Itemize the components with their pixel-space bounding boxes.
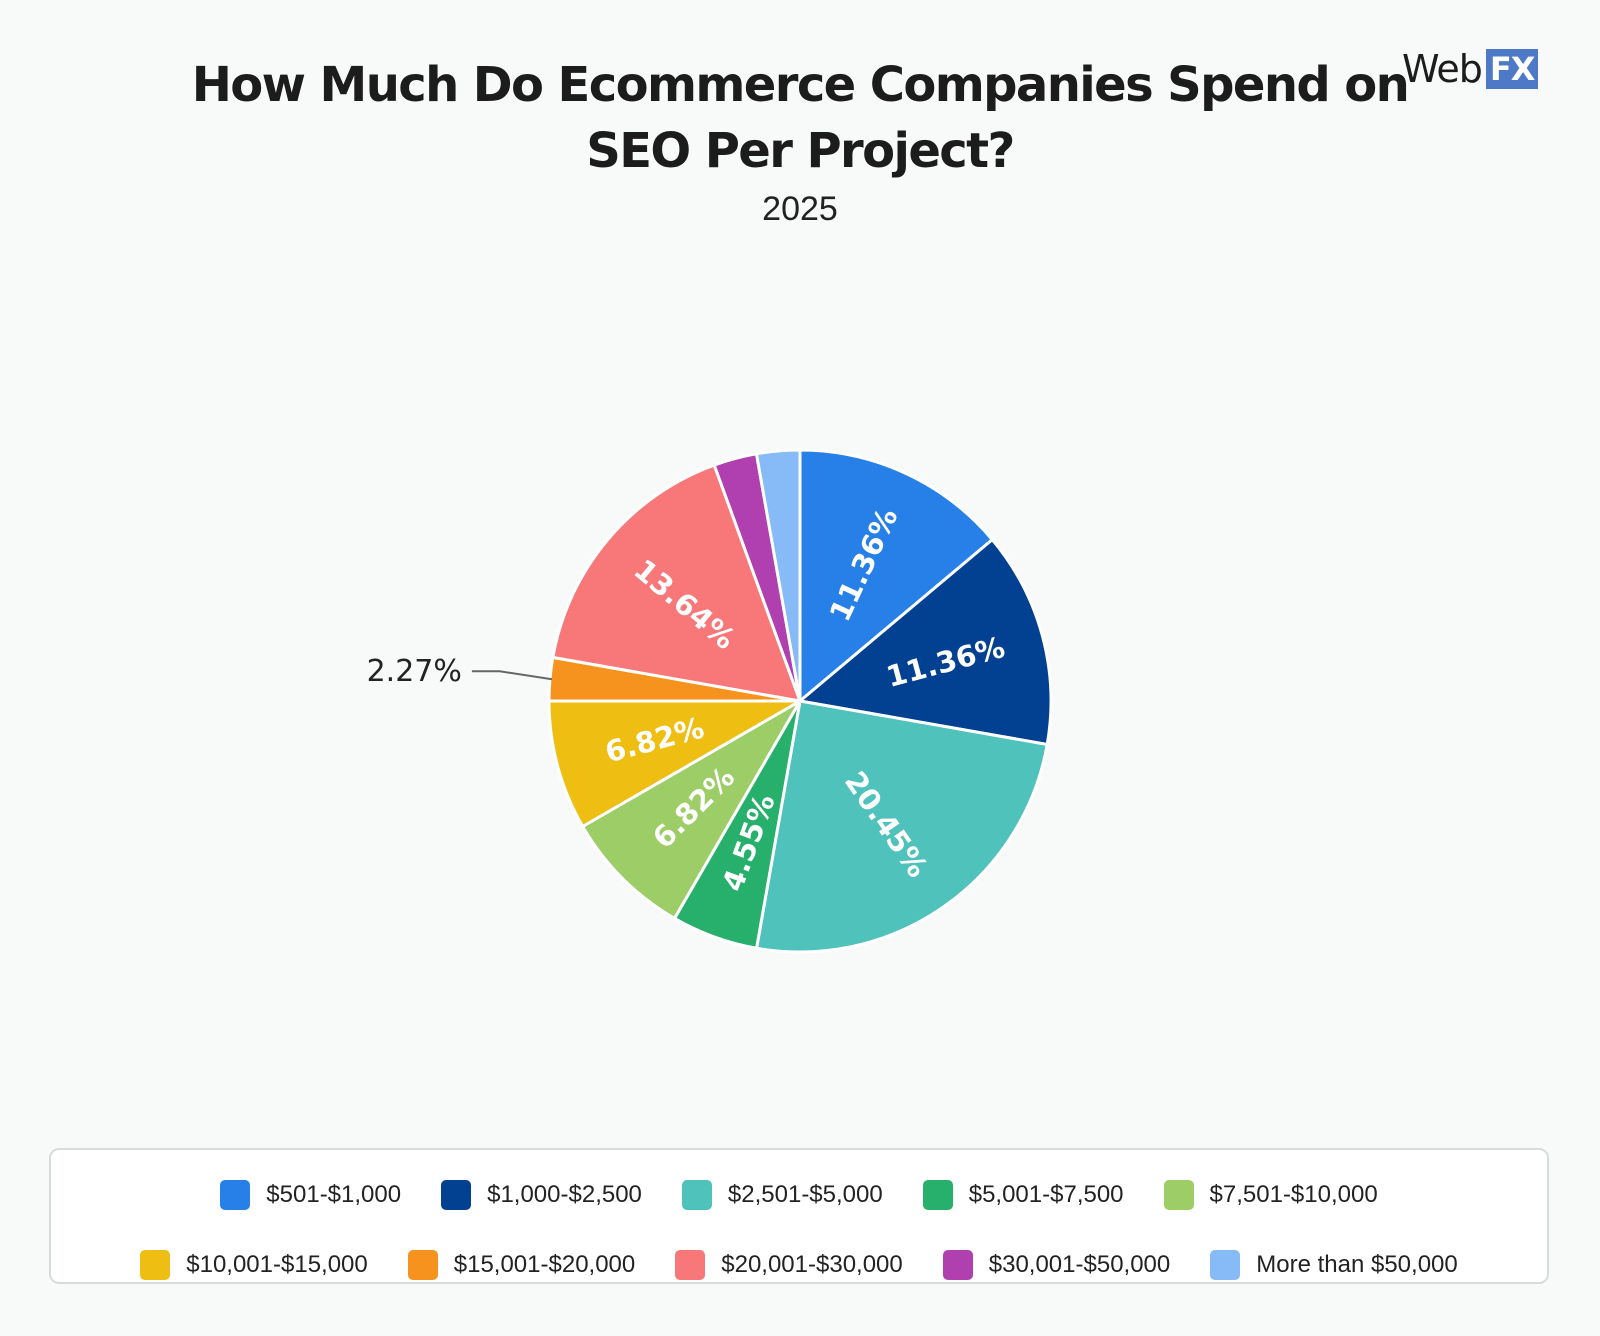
legend-item-15-001-20-000[interactable]: $15,001-$20,000 [407,1250,636,1280]
legend-swatch [441,1180,472,1210]
legend-swatch [1163,1180,1194,1210]
legend-swatch [140,1250,171,1280]
slice-data-label: 2.27% [367,654,462,689]
legend-item-30-001-50-000[interactable]: $30,001-$50,000 [942,1250,1171,1280]
legend-swatch [942,1250,973,1280]
brand-logo: Web FX [1402,47,1539,91]
legend-row: $10,001-$15,000 $15,001-$20,000 $20,001-$3… [51,1250,1547,1280]
pie-slice-501-1-000[interactable] [798,448,994,703]
chart-title: How Much Do Ecommerce Companies Spend on… [191,57,1410,179]
legend-item-5-001-7-500[interactable]: $5,001-$7,500 [922,1180,1124,1210]
legend-item-10-001-15-000[interactable]: $10,001-$15,000 [140,1250,368,1280]
legend-item-1-000-2-500[interactable]: $1,000-$2,500 [441,1180,642,1210]
legend-item-7-501-10-000[interactable]: $7,501-$10,000 [1163,1180,1378,1210]
pie-chart: 11.36%11.36%20.45%4.55%6.82%6.82%2.27%13… [367,448,1053,954]
data-label-leader-line [471,670,553,681]
legend-item-501-1-000[interactable]: $501-$1,000 [220,1180,401,1210]
legend-swatch [675,1250,706,1280]
pie-slice-more-than-50-000[interactable] [754,448,802,703]
legend-swatch [220,1180,251,1210]
legend-swatch [681,1180,712,1210]
legend-label: $7,501-$10,000 [1209,1181,1378,1208]
legend-label: $20,001-$30,000 [721,1251,903,1278]
legend-label: More than $50,000 [1256,1251,1458,1278]
brand-logo-fx-badge: FX [1485,49,1539,89]
legend-label: $501-$1,000 [266,1181,402,1208]
pie-slice-2-501-5-000[interactable] [755,699,1049,954]
legend-label: $30,001-$50,000 [988,1251,1171,1278]
pie-slice-1-000-2-500[interactable] [798,538,1053,746]
pie-slice-7-501-10-000[interactable] [581,699,802,920]
legend-label: $2,501-$5,000 [727,1181,883,1208]
legend-row: $501-$1,000 $1,000-$2,500 $2,501-$5,000 $5,… [51,1180,1547,1210]
legend-swatch [1210,1250,1241,1280]
legend-item-2-501-5-000[interactable]: $2,501-$5,000 [681,1180,883,1210]
pie-slice-20-001-30-000[interactable] [551,463,802,703]
legend-item-20-001-30-000[interactable]: $20,001-$30,000 [675,1250,903,1280]
brand-logo-web-text: Web [1402,47,1483,91]
legend-label: $15,001-$20,000 [453,1251,636,1278]
chart-legend: $501-$1,000 $1,000-$2,500 $2,501-$5,000 $5,… [49,1148,1549,1284]
legend-label: $5,001-$7,500 [968,1181,1124,1208]
legend-swatch [922,1180,953,1210]
chart-subtitle: 2025 [762,190,838,228]
pie-slice-10-001-15-000[interactable] [547,699,802,828]
legend-swatch [407,1250,438,1280]
legend-label: $1,000-$2,500 [487,1181,642,1208]
legend-item-more-than-50-000[interactable]: More than $50,000 [1210,1250,1458,1280]
legend-label: $10,001-$15,000 [186,1251,368,1278]
